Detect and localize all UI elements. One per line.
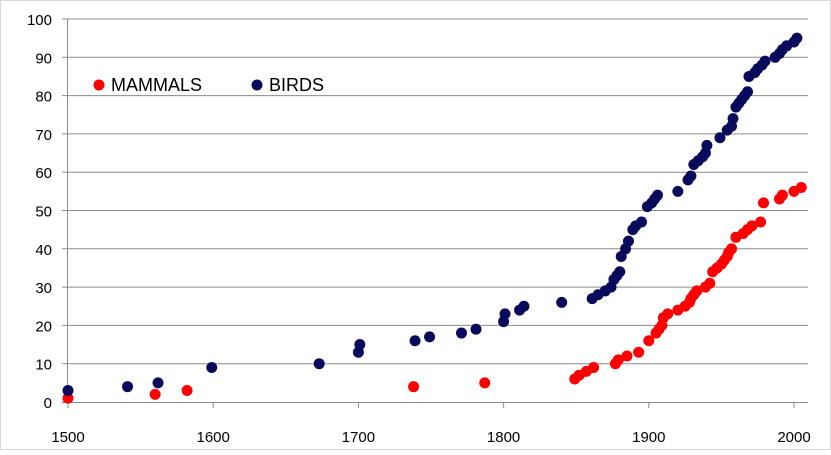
y-tick-label: 90 — [35, 50, 52, 67]
birds-point — [313, 358, 325, 370]
birds-point — [727, 113, 739, 125]
mammals-point — [691, 285, 703, 297]
mammals-point — [612, 354, 624, 366]
birds-point — [455, 327, 467, 339]
mammals-point — [408, 381, 420, 393]
mammals-point — [758, 197, 770, 209]
mammals-point — [588, 362, 600, 374]
y-tick-label: 80 — [35, 89, 52, 106]
birds-point — [206, 362, 218, 374]
y-tick-label: 40 — [35, 242, 52, 259]
mammals-point — [662, 308, 674, 320]
mammals-point — [643, 335, 655, 347]
mammals-point — [633, 346, 645, 358]
y-tick-label: 50 — [35, 204, 52, 221]
y-tick-label: 100 — [27, 12, 52, 29]
axes — [62, 18, 808, 408]
birds-point — [672, 185, 684, 197]
x-tick-label: 1800 — [487, 429, 520, 446]
data-points — [62, 32, 807, 404]
gridlines — [68, 18, 808, 365]
y-tick-label: 30 — [35, 280, 52, 297]
birds-point — [714, 132, 726, 144]
legend-marker-mammals — [93, 79, 105, 91]
legend-marker-birds — [251, 79, 263, 91]
legend: MAMMALS BIRDS — [93, 75, 324, 95]
birds-point — [685, 170, 697, 182]
mammals-point — [181, 385, 193, 397]
mammals-point — [755, 216, 767, 228]
x-tick-label: 1700 — [342, 429, 375, 446]
mammals-point — [621, 350, 633, 362]
birds-point — [152, 377, 164, 389]
birds-point — [614, 266, 626, 278]
y-tick-label: 10 — [35, 357, 52, 374]
birds-point — [470, 323, 482, 335]
y-tick-label: 20 — [35, 318, 52, 335]
y-tick-labels: 0 10 20 30 40 50 60 70 80 90 100 — [27, 12, 52, 412]
mammals-point — [62, 392, 74, 404]
birds-point — [499, 308, 511, 320]
birds-point — [652, 189, 664, 201]
y-tick-label: 70 — [35, 127, 52, 144]
birds-point — [622, 235, 634, 247]
birds-point — [701, 139, 713, 151]
x-tick-label: 1900 — [632, 429, 665, 446]
mammals-point — [704, 277, 716, 289]
birds-point — [556, 296, 568, 308]
mammals-point — [795, 182, 807, 194]
birds-point — [518, 300, 530, 312]
legend-label-birds: BIRDS — [269, 75, 324, 95]
y-tick-label: 60 — [35, 165, 52, 182]
birds-point — [742, 86, 754, 98]
x-tick-label: 2000 — [777, 429, 810, 446]
x-tick-label: 1600 — [197, 429, 230, 446]
birds-point — [424, 331, 436, 343]
x-tick-labels: 1500 1600 1700 1800 1900 2000 — [51, 429, 810, 446]
birds-point — [636, 216, 648, 228]
birds-point — [759, 55, 771, 67]
birds-point — [409, 335, 421, 347]
birds-point — [354, 339, 366, 351]
y-tick-label: 0 — [44, 395, 52, 412]
birds-point — [122, 381, 134, 393]
mammals-point — [726, 243, 738, 255]
birds-point — [62, 385, 74, 397]
x-tick-label: 1500 — [51, 429, 84, 446]
mammals-point — [479, 377, 491, 389]
mammals-point — [746, 220, 758, 232]
legend-label-mammals: MAMMALS — [111, 75, 202, 95]
birds-point — [791, 32, 803, 44]
mammals-point — [149, 388, 161, 400]
mammals-point — [776, 189, 788, 201]
